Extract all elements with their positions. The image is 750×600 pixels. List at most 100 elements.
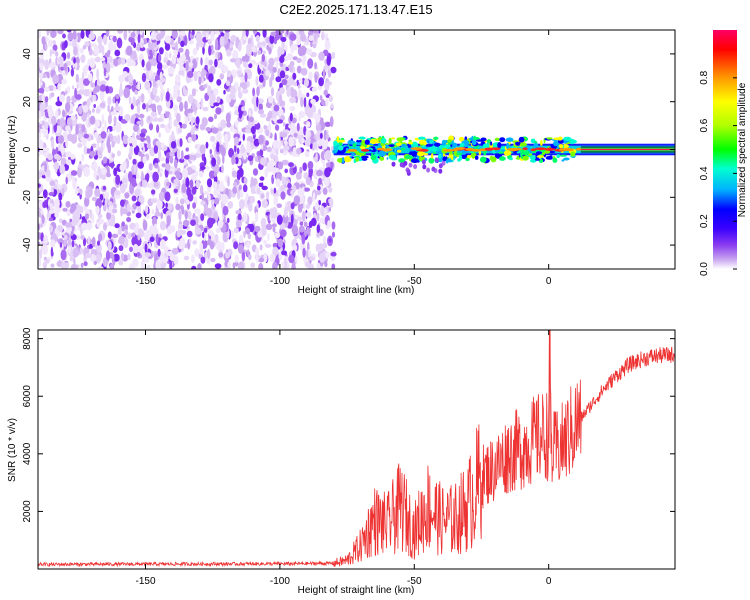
spectrogram-noise-cell <box>208 116 214 123</box>
spectrogram-noise-cell <box>38 30 42 39</box>
spectrogram-noise-cell <box>223 89 226 95</box>
spectrogram-noise-cell <box>66 30 72 33</box>
spectrogram-noise-cell <box>38 87 45 94</box>
spectrogram-noise-cell <box>119 183 126 194</box>
spectrogram-noise-cell <box>53 198 60 209</box>
spectrogram-noise-cell <box>312 192 316 202</box>
spectrogram-noise-cell <box>133 164 137 173</box>
spectrogram-noise-cell <box>246 46 253 57</box>
spectrogram-noise-cell <box>57 83 61 91</box>
spectrogram-noise-cell <box>252 30 258 35</box>
spectrogram-noise-cell <box>52 40 57 45</box>
spectrogram-noise-cell <box>206 178 213 188</box>
spectrogram-noise-cell <box>117 57 122 65</box>
spectrogram-noise-cell <box>201 77 204 84</box>
signal-band-cell <box>499 156 506 161</box>
spectrogram-noise-cell <box>181 183 187 194</box>
spectrogram-noise-cell <box>101 113 105 125</box>
spectrogram-noise-cell <box>38 191 41 196</box>
spectrogram-noise-cell <box>226 122 232 128</box>
spectrogram-noise-cell <box>211 198 215 207</box>
spectrogram-noise-cell <box>169 151 175 158</box>
spectrogram-xlabel: Height of straight line (km) <box>298 285 415 296</box>
spectrogram-noise-cell <box>302 56 306 66</box>
spectrogram-noise-cell <box>169 119 173 128</box>
spectrogram-noise-cell <box>268 122 272 133</box>
spectrogram-noise-cell <box>108 221 116 227</box>
spectrogram-noise-cell <box>150 75 155 82</box>
spectrogram-noise-cell <box>59 117 66 128</box>
spectrogram-noise-cell <box>166 251 173 256</box>
spectrogram-noise-cell <box>261 185 268 191</box>
spectrogram-noise-cell <box>214 58 218 68</box>
spectrogram-noise-cell <box>144 257 147 263</box>
signal-band-cell <box>452 142 458 148</box>
spectrogram-noise-cell <box>113 203 117 209</box>
spectrogram-noise-cell <box>233 136 239 147</box>
spectrogram-noise-cell <box>116 37 123 49</box>
spectrogram-noise-cell <box>188 40 194 45</box>
spectrogram-noise-cell <box>256 151 261 157</box>
spectrogram-noise-cell <box>200 97 203 109</box>
spectrogram-noise-cell <box>152 117 159 122</box>
spectrogram-noise-cell <box>58 56 64 65</box>
spectrogram-noise-cell <box>239 190 244 198</box>
spectrogram-noise-cell <box>199 184 204 195</box>
spectrogram-noise-cell <box>307 263 314 269</box>
spectrogram-noise-cell <box>189 238 192 244</box>
signal-band-cell <box>542 152 546 155</box>
spectrogram-noise-cell <box>265 116 271 122</box>
snr-series-line <box>38 330 675 568</box>
colorbar-tick-label: 0.6 <box>699 118 710 132</box>
spectrogram-noise-cell <box>41 244 49 255</box>
spectrogram-noise-cell <box>123 87 131 99</box>
spectrogram-noise-cell <box>86 112 90 118</box>
spectrogram-noise-cell <box>136 30 140 35</box>
spectrogram-noise-cell <box>55 168 58 173</box>
spectrogram-noise-cell <box>280 176 286 183</box>
spectrogram-noise-cell <box>167 66 175 75</box>
spectrogram-noise-cell <box>121 208 128 215</box>
spectrogram-noise-cell <box>79 47 84 54</box>
spectrogram-noise-cell <box>62 207 68 212</box>
spectrogram-noise-cell <box>154 50 158 57</box>
spectrogram-noise-cell <box>256 202 259 210</box>
signal-band-cell <box>348 139 351 143</box>
spectrogram-noise-cell <box>173 159 178 169</box>
spectrogram-noise-cell <box>280 191 286 200</box>
spectrogram-noise-cell <box>237 91 243 99</box>
spectrogram-noise-cell <box>48 217 53 222</box>
spectrogram-noise-cell <box>190 117 194 128</box>
spectrogram-panel: -150 -100 -50 0 -40 -20 0 20 40 Height of strai… <box>7 29 676 296</box>
spectrogram-noise-cell <box>213 102 220 107</box>
spectrogram-noise-cell <box>96 175 100 181</box>
signal-band-cell <box>441 139 447 146</box>
spectrogram-noise-cell <box>40 208 44 215</box>
spectrogram-noise-cell <box>126 45 133 56</box>
signal-peak-cell <box>506 148 517 151</box>
spectrogram-noise-cell <box>165 163 171 171</box>
spectrogram-noise-cell <box>307 227 311 237</box>
spectrogram-noise-cell <box>93 94 97 102</box>
spectrogram-noise-cell <box>186 71 194 78</box>
spectrogram-noise-cell <box>200 256 206 264</box>
spectrogram-noise-cell <box>154 95 161 103</box>
spectrogram-noise-cell <box>64 90 68 95</box>
spectrogram-noise-cell <box>314 201 319 211</box>
spectrogram-noise-cell <box>145 102 149 113</box>
spectrogram-noise-cell <box>165 91 170 102</box>
spectrogram-noise-cell <box>65 201 71 208</box>
spectrogram-noise-cell <box>329 157 335 162</box>
spectrogram-noise-cell <box>150 31 157 41</box>
snr-frame <box>37 329 676 570</box>
spectrogram-noise-cell <box>265 129 270 137</box>
spectrogram-noise-cell <box>62 109 66 118</box>
spectrogram-ylabel: Frequency (Hz) <box>7 116 18 185</box>
spectrogram-noise-cell <box>273 187 277 194</box>
signal-band-cell <box>569 138 575 145</box>
spectrogram-noise-cell <box>300 33 307 42</box>
spectrogram-noise-cell <box>41 93 45 105</box>
spectrogram-noise-cell <box>128 263 135 269</box>
spectrogram-noise-cell <box>217 52 221 59</box>
signal-band-cell <box>396 149 402 153</box>
